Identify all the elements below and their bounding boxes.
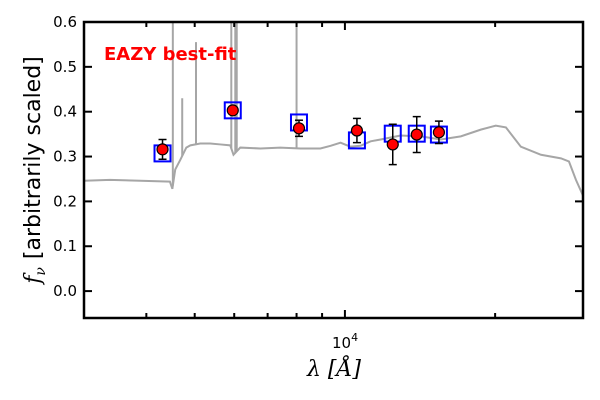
y-tick-label: 0.3 [53,148,77,166]
y-tick-label: 0.6 [53,13,77,31]
spectrum-line [84,124,583,196]
x-tick-exponent: 4 [351,331,358,344]
photometry-point [292,122,306,135]
x-tick-base: 10 [332,334,351,352]
y-tick-label: 0.1 [53,237,77,255]
photometry-point [386,138,399,151]
y-label-subscript: ν [33,267,49,276]
y-tick-label: 0.0 [53,282,77,300]
spectrum-layer [84,22,583,196]
photometry-point [156,143,169,156]
annotation-label: EAZY best-fit [104,44,237,65]
ticks-layer: 0.0 0.1 0.2 0.3 0.4 0.5 0.6 [53,13,583,318]
photometry-point [226,104,239,117]
plot-frame [82,20,585,320]
y-tick-label: 0.5 [53,58,77,76]
x-tick-label-1e4: 104 [332,331,358,352]
photometry-point [350,124,364,137]
photometry-point [410,128,423,141]
y-label-text: [arbitrarily scaled] [21,56,46,259]
x-axis-label: λ [Å] [306,354,361,382]
photometry-point [432,126,446,139]
y-tick-label: 0.4 [53,103,77,121]
y-tick-label: 0.2 [53,192,77,210]
model-flux-square [223,101,242,120]
y-axis-label: fν[arbitrarily scaled] [21,56,49,286]
photometry-layer [153,101,448,166]
